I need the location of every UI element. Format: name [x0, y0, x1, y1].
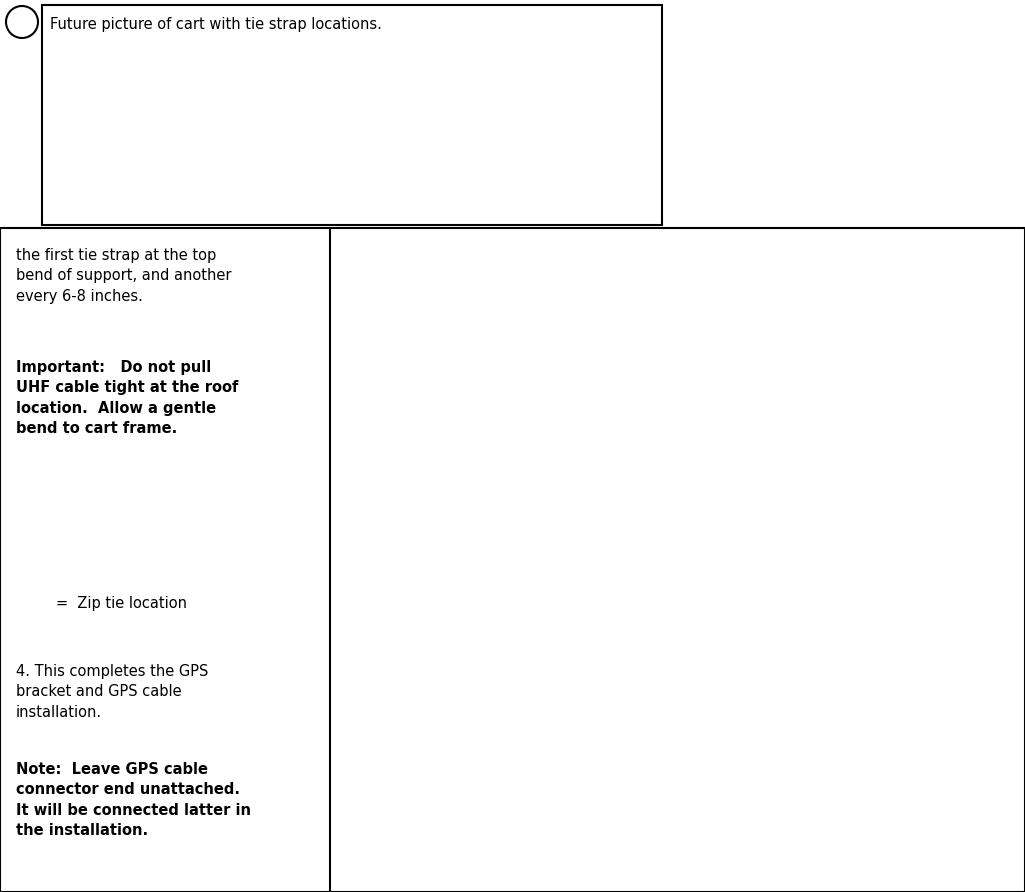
Bar: [42, 5, 662, 225]
Text: =  Zip tie location: = Zip tie location: [56, 596, 187, 611]
Text: Note:  Leave GPS cable
connector end unattached.
It will be connected latter in
: Note: Leave GPS cable connector end unat…: [16, 762, 251, 838]
Text: Future picture of cart with tie strap locations.: Future picture of cart with tie strap lo…: [50, 17, 382, 32]
Text: the first tie strap at the top
bend of support, and another
every 6-8 inches.: the first tie strap at the top bend of s…: [16, 248, 232, 304]
Bar: [0, 228, 1025, 892]
Circle shape: [6, 6, 38, 38]
Text: 4. This completes the GPS
bracket and GPS cable
installation.: 4. This completes the GPS bracket and GP…: [16, 664, 208, 720]
Text: Important:   Do not pull
UHF cable tight at the roof
location.  Allow a gentle
b: Important: Do not pull UHF cable tight a…: [16, 360, 239, 436]
